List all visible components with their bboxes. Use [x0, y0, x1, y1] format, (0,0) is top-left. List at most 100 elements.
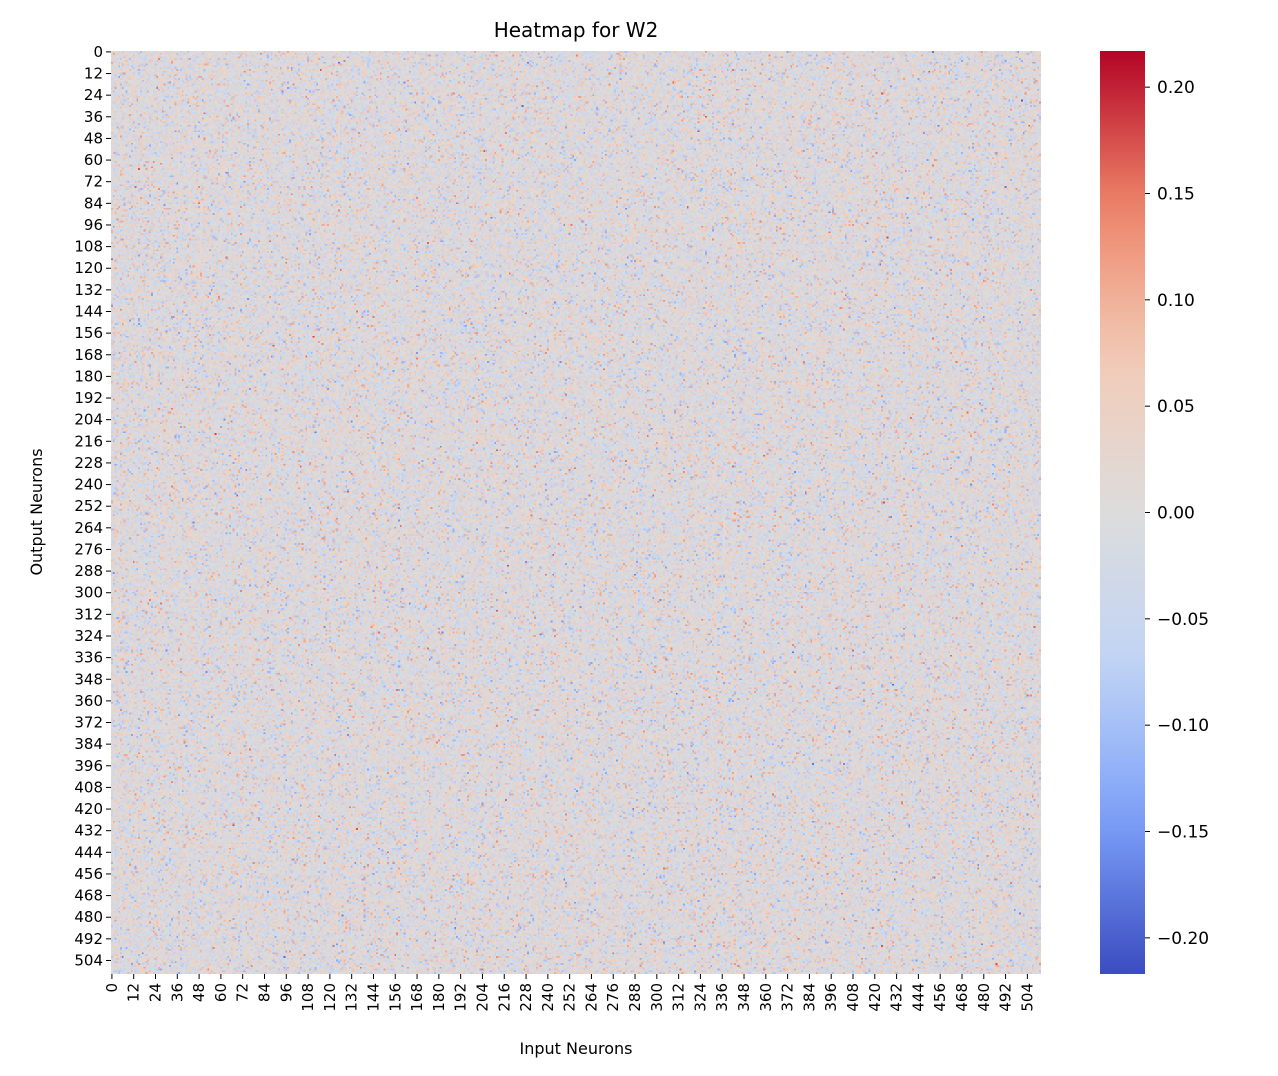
y-tick-label: 312 [74, 605, 103, 623]
x-tick-label: 312 [670, 983, 688, 1012]
x-tick-label: 240 [539, 983, 557, 1012]
x-tick-label: 216 [495, 983, 513, 1012]
x-tick-label: 48 [190, 983, 208, 1002]
colorbar-tick-label: −0.10 [1157, 716, 1209, 736]
x-tick-label: 324 [691, 983, 709, 1012]
y-tick-label: 168 [74, 346, 103, 364]
x-tick-label: 396 [822, 983, 840, 1012]
y-tick-label: 444 [74, 843, 103, 861]
x-axis-ticks: 0 12 24 36 48 60 72 84 96 108 120 132 144 156 168 180 19… [103, 974, 1036, 1012]
y-tick-label: 204 [74, 411, 103, 429]
colorbar-tick-label: −0.20 [1157, 929, 1209, 949]
x-tick-label: 60 [212, 983, 230, 1002]
x-tick-label: 480 [975, 983, 993, 1012]
x-tick-label: 492 [997, 983, 1015, 1012]
x-tick-label: 72 [234, 983, 252, 1002]
y-tick-label: 72 [84, 173, 103, 191]
y-tick-label: 216 [74, 432, 103, 450]
y-tick-label: 96 [84, 216, 103, 234]
x-tick-label: 276 [604, 983, 622, 1012]
x-tick-label: 432 [888, 983, 906, 1012]
x-tick-label: 372 [779, 983, 797, 1012]
x-axis-label: Input Neurons [520, 1039, 633, 1058]
y-tick-label: 336 [74, 649, 103, 667]
y-tick-label: 84 [84, 194, 103, 212]
colorbar-tick-label: 0.15 [1157, 184, 1195, 204]
y-tick-label: 396 [74, 757, 103, 775]
x-tick-label: 468 [953, 983, 971, 1012]
x-tick-label: 96 [277, 983, 295, 1002]
y-tick-label: 432 [74, 822, 103, 840]
x-tick-label: 348 [735, 983, 753, 1012]
y-tick-label: 504 [74, 951, 103, 969]
x-tick-label: 144 [364, 983, 382, 1012]
heatmap-plot-area [111, 51, 1041, 974]
colorbar-ticks: 0.20 0.15 0.10 0.05 0.00 −0.05 −0.10 −0.15 −0.20 [1145, 78, 1209, 949]
x-tick-label: 120 [321, 983, 339, 1012]
y-tick-label: 48 [84, 129, 103, 147]
x-tick-label: 228 [517, 983, 535, 1012]
y-tick-label: 456 [74, 865, 103, 883]
x-tick-label: 456 [931, 983, 949, 1012]
y-tick-label: 0 [93, 43, 103, 61]
colorbar-tick-label: −0.05 [1157, 610, 1209, 630]
x-tick-label: 12 [125, 983, 143, 1002]
y-tick-label: 348 [74, 670, 103, 688]
y-tick-label: 240 [74, 476, 103, 494]
y-tick-label: 324 [74, 627, 103, 645]
y-tick-label: 420 [74, 800, 103, 818]
x-tick-label: 360 [757, 983, 775, 1012]
x-tick-label: 252 [561, 983, 579, 1012]
x-tick-label: 156 [386, 983, 404, 1012]
y-tick-label: 60 [84, 151, 103, 169]
x-tick-label: 408 [844, 983, 862, 1012]
x-tick-label: 204 [473, 983, 491, 1012]
y-tick-label: 360 [74, 692, 103, 710]
chart-title: Heatmap for W2 [494, 18, 659, 42]
y-tick-label: 264 [74, 519, 103, 537]
x-tick-label: 288 [626, 983, 644, 1012]
x-tick-label: 84 [255, 983, 273, 1002]
colorbar-tick-label: −0.15 [1157, 823, 1209, 843]
x-tick-label: 180 [430, 983, 448, 1012]
colorbar [1100, 51, 1145, 974]
y-tick-label: 288 [74, 562, 103, 580]
y-tick-label: 228 [74, 454, 103, 472]
x-tick-label: 336 [713, 983, 731, 1012]
y-tick-label: 480 [74, 908, 103, 926]
y-axis-ticks: 0 12 24 36 48 60 72 84 96 108 120 132 144 156 168 180 19… [74, 43, 111, 969]
x-tick-label: 264 [582, 983, 600, 1012]
y-tick-label: 180 [74, 367, 103, 385]
y-tick-label: 120 [74, 259, 103, 277]
y-axis-label: Output Neurons [27, 448, 46, 575]
y-tick-label: 156 [74, 324, 103, 342]
x-tick-label: 168 [408, 983, 426, 1012]
x-tick-label: 384 [800, 983, 818, 1012]
x-tick-label: 24 [147, 983, 165, 1002]
y-tick-label: 492 [74, 930, 103, 948]
y-tick-label: 12 [84, 65, 103, 83]
y-tick-label: 300 [74, 584, 103, 602]
x-tick-label: 0 [103, 983, 121, 993]
x-tick-label: 420 [866, 983, 884, 1012]
y-tick-label: 276 [74, 540, 103, 558]
x-tick-label: 132 [343, 983, 361, 1012]
colorbar-tick-label: 0.05 [1157, 397, 1195, 417]
colorbar-tick-label: 0.20 [1157, 78, 1195, 98]
y-tick-label: 132 [74, 281, 103, 299]
x-tick-label: 504 [1018, 983, 1036, 1012]
x-tick-label: 444 [909, 983, 927, 1012]
y-tick-label: 384 [74, 735, 103, 753]
y-tick-label: 468 [74, 887, 103, 905]
x-tick-label: 36 [168, 983, 186, 1002]
y-tick-label: 144 [74, 302, 103, 320]
heatmap-cells [111, 51, 1041, 974]
y-tick-label: 192 [74, 389, 103, 407]
x-tick-label: 108 [299, 983, 317, 1012]
y-tick-label: 252 [74, 497, 103, 515]
y-tick-label: 372 [74, 714, 103, 732]
x-tick-label: 300 [648, 983, 666, 1012]
y-tick-label: 108 [74, 238, 103, 256]
y-tick-label: 36 [84, 108, 103, 126]
